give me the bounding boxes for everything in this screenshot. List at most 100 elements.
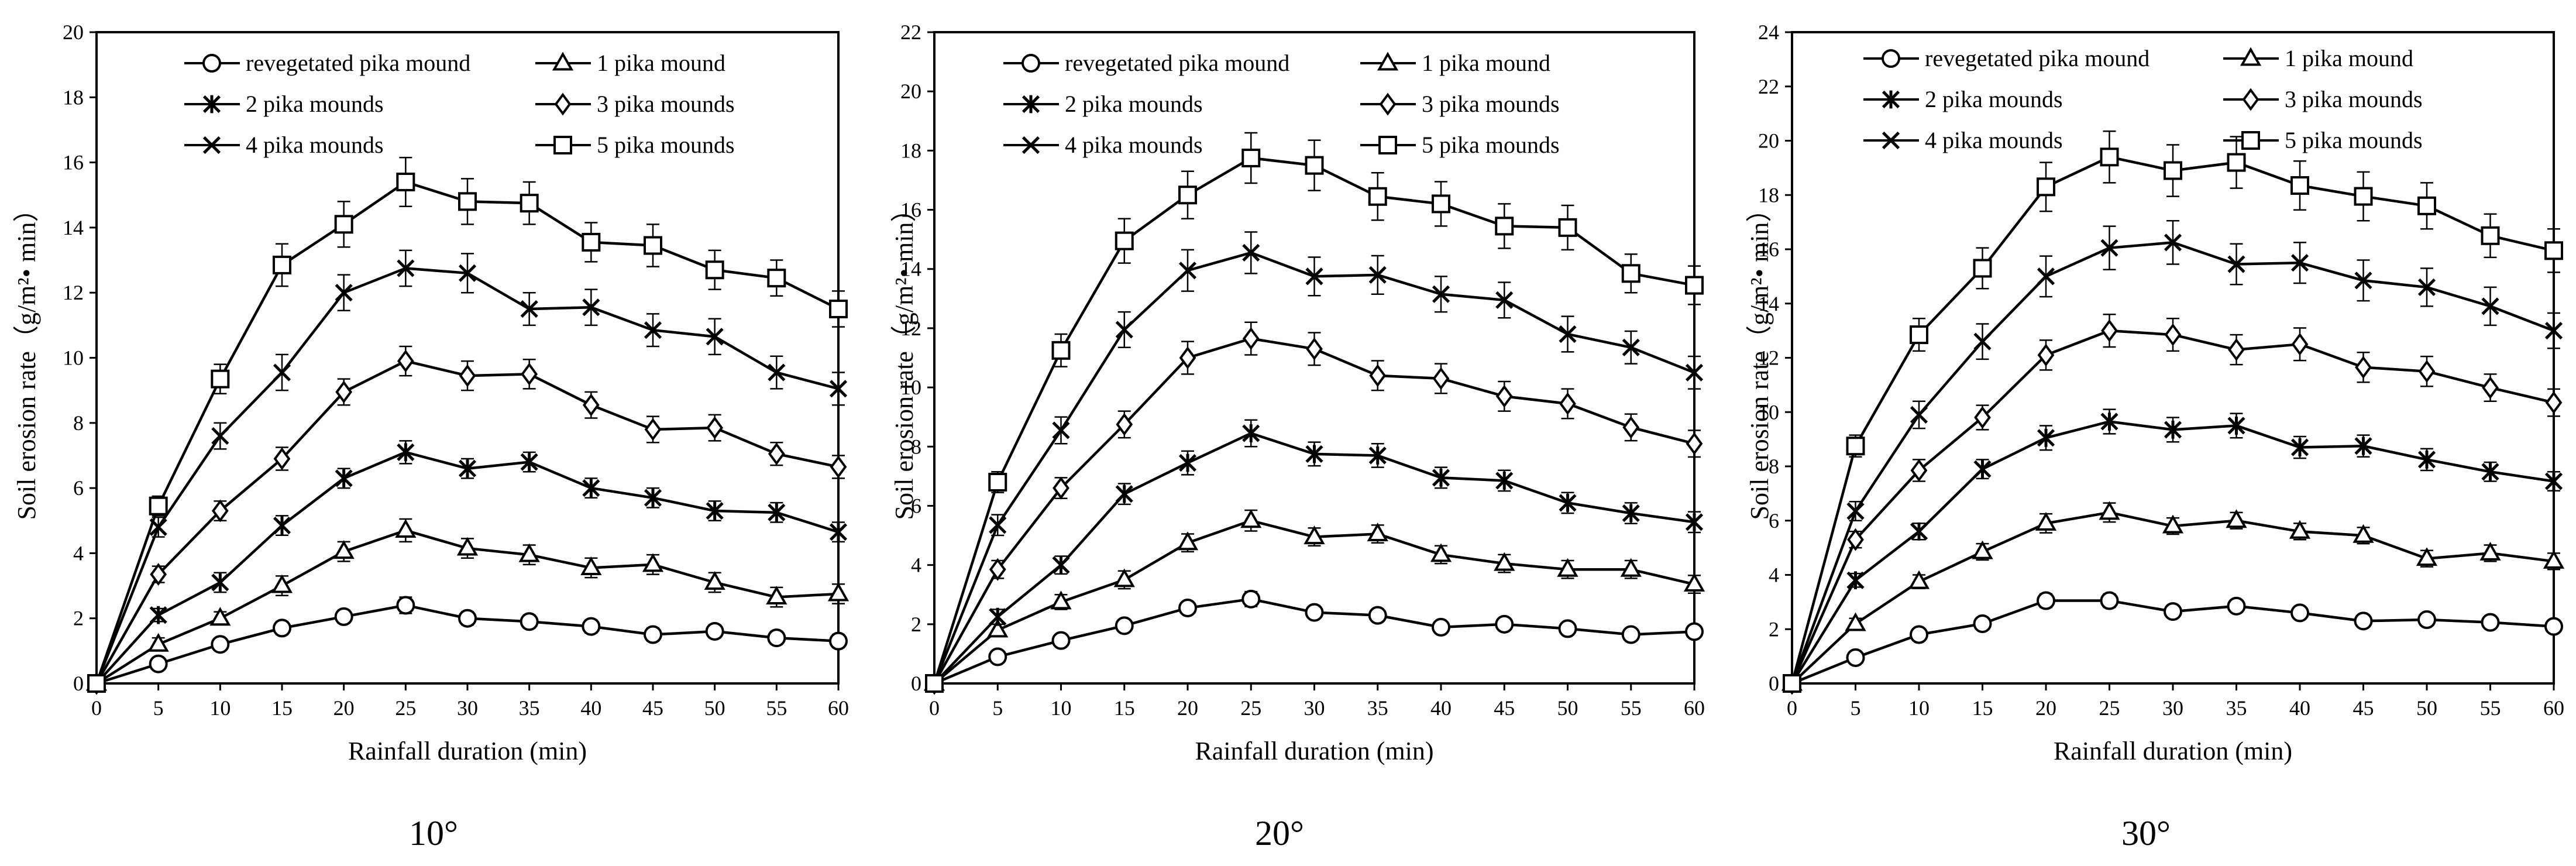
legend-item: 1 pika mound xyxy=(2223,45,2413,71)
data-point-circle xyxy=(1305,603,1324,622)
legend-label: 2 pika mounds xyxy=(246,91,384,117)
data-point-diamond xyxy=(2418,360,2436,383)
x-tick-label: 10 xyxy=(209,696,231,720)
x-tick-label: 55 xyxy=(2480,696,2501,720)
data-point-triangle xyxy=(987,618,1009,638)
data-point-cross xyxy=(644,321,662,339)
legend-label: revegetated pika mound xyxy=(246,50,470,76)
legend: revegetated pika mound 1 pika mound 2 pika… xyxy=(184,50,735,158)
series-line xyxy=(95,359,839,685)
series-cross xyxy=(925,231,1704,693)
data-point-cross xyxy=(582,298,600,317)
data-point-cross xyxy=(2354,272,2372,290)
x-tick-label: 15 xyxy=(1114,696,1135,720)
data-point-square xyxy=(1241,149,1261,168)
legend-item: 3 pika mounds xyxy=(1360,91,1560,117)
y-tick-label: 12 xyxy=(1758,346,1779,370)
x-tick-label: 60 xyxy=(2543,696,2564,720)
series-line xyxy=(933,432,1695,685)
x-tick-label: 10 xyxy=(1051,696,1072,720)
data-point-circle xyxy=(1558,619,1577,638)
legend-label: 4 pika mounds xyxy=(1065,132,1203,158)
data-point-circle xyxy=(988,647,1007,666)
y-tick-label: 16 xyxy=(900,198,921,222)
data-point-asterisk xyxy=(1115,484,1133,503)
x-tick-label: 30 xyxy=(2162,696,2183,720)
y-tick-label: 10 xyxy=(1758,400,1779,424)
y-tick-label: 22 xyxy=(1758,75,1779,98)
data-point-cross xyxy=(829,380,848,398)
legend-item: 5 pika mounds xyxy=(2223,127,2423,153)
data-point-diamond xyxy=(2355,356,2372,379)
x-tick-label: 35 xyxy=(519,696,540,720)
series-diamond xyxy=(88,345,847,695)
legend-item: 2 pika mounds xyxy=(184,91,384,117)
series-line xyxy=(1791,420,2554,685)
data-point-square xyxy=(2417,196,2436,215)
series-cross xyxy=(1783,220,2563,693)
data-point-cross xyxy=(2417,278,2436,296)
y-tick-label: 20 xyxy=(63,20,84,44)
data-point-cross xyxy=(1846,502,1865,520)
data-point-square xyxy=(644,236,662,255)
legend-item: 5 pika mounds xyxy=(535,132,735,158)
data-point-triangle xyxy=(2289,520,2311,539)
legend-marker-circle xyxy=(202,54,221,73)
data-point-square xyxy=(1495,216,1514,236)
data-point-asterisk xyxy=(273,516,291,535)
data-point-triangle xyxy=(766,586,787,605)
y-tick-label: 12 xyxy=(63,281,84,304)
legend-label: 1 pika mound xyxy=(2285,45,2413,71)
x-tick-label: 40 xyxy=(580,696,601,720)
y-tick-label: 24 xyxy=(1758,20,1779,44)
legend-label: 4 pika mounds xyxy=(1925,127,2063,153)
legend-item: 4 pika mounds xyxy=(1003,132,1203,158)
x-tick-label: 35 xyxy=(1367,696,1388,720)
legend-label: revegetated pika mound xyxy=(1925,45,2149,71)
data-point-circle xyxy=(2037,591,2055,610)
x-tick-label: 20 xyxy=(2035,696,2056,720)
data-point-triangle xyxy=(2162,514,2184,534)
data-point-square xyxy=(705,260,724,280)
x-tick-label: 55 xyxy=(766,696,787,720)
y-tick-label: 12 xyxy=(900,317,921,340)
legend-label: 5 pika mounds xyxy=(1422,132,1560,158)
data-point-cross xyxy=(1432,285,1450,303)
data-point-square xyxy=(1685,276,1704,295)
y-tick-label: 14 xyxy=(1758,292,1779,315)
data-point-square xyxy=(2544,241,2563,260)
x-tick-label: 25 xyxy=(395,696,416,720)
legend-item: 2 pika mounds xyxy=(1863,86,2063,112)
data-point-cross xyxy=(211,427,229,445)
data-point-asterisk xyxy=(2290,438,2309,456)
data-point-cross xyxy=(520,300,538,318)
data-point-cross xyxy=(458,264,477,282)
data-point-circle xyxy=(644,625,662,644)
data-point-triangle xyxy=(1177,531,1199,551)
data-point-circle xyxy=(1495,614,1514,634)
data-point-circle xyxy=(2354,611,2373,631)
data-point-circle xyxy=(396,596,415,615)
legend-label: revegetated pika mound xyxy=(1065,50,1289,76)
data-point-asterisk xyxy=(1846,571,1865,590)
data-point-circle xyxy=(2417,610,2436,630)
data-point-triangle xyxy=(1683,573,1705,592)
legend-label: 2 pika mounds xyxy=(1925,86,2063,112)
series-circle xyxy=(87,596,848,693)
series-line xyxy=(1790,329,2554,684)
data-point-diamond xyxy=(2037,343,2055,367)
data-point-circle xyxy=(705,621,724,641)
data-point-circle xyxy=(1621,625,1640,644)
data-point-square xyxy=(2037,177,2055,197)
data-point-circle xyxy=(1241,589,1261,609)
legend-label: 1 pika mound xyxy=(1422,50,1550,76)
data-point-asterisk xyxy=(458,459,477,478)
x-tick-label: 5 xyxy=(153,696,164,720)
legend-item: 3 pika mounds xyxy=(535,91,735,117)
legend-marker-circle xyxy=(1882,49,1900,68)
data-point-circle xyxy=(458,609,477,628)
data-point-circle xyxy=(334,607,353,626)
series-cross xyxy=(87,249,848,693)
data-point-cross xyxy=(1305,267,1323,286)
